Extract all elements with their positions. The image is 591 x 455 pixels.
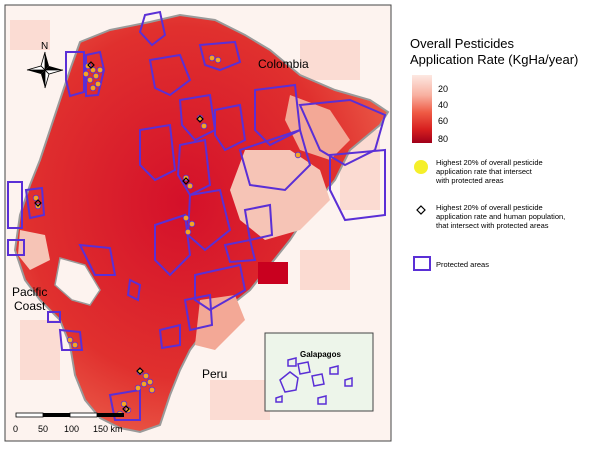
- map-frame: [4, 4, 392, 442]
- legend-item2-line1: Highest 20% of overall pesticide: [436, 203, 543, 212]
- legend-item2-line2: application rate and human population,: [436, 212, 565, 221]
- ramp-tick-40: 40: [438, 100, 448, 110]
- hotspot-diamonds: [34, 61, 204, 413]
- protected-area-box-icon: [413, 256, 431, 271]
- galapagos-inset: Galapagos: [264, 332, 374, 412]
- light-patches: [18, 95, 350, 350]
- coast-label: Coast: [14, 299, 46, 313]
- ramp-tick-60: 60: [438, 116, 448, 126]
- scale-tick-0: 0: [13, 424, 18, 434]
- pacific-label: Pacific: [12, 285, 47, 299]
- legend-item2-line3: that intersect with protected areas: [436, 221, 549, 230]
- legend-item1-line1: Highest 20% of overall pesticide: [436, 158, 543, 167]
- scale-tick-50: 50: [38, 424, 48, 434]
- color-ramp: [412, 75, 432, 143]
- ramp-tick-20: 20: [438, 84, 448, 94]
- scale-bar: 0 50 100 150 km: [13, 412, 124, 434]
- ramp-tick-80: 80: [438, 134, 448, 144]
- map-panel: Galapagos Colombia Peru Pacific Coast N …: [5, 5, 391, 441]
- diamond-icon: [416, 205, 426, 215]
- galapagos-label: Galapagos: [300, 350, 341, 359]
- legend-item3-line1: Protected areas: [436, 260, 489, 269]
- scale-tick-150: 150 km: [93, 424, 123, 434]
- north-label: N: [41, 41, 48, 52]
- legend-title-line1: Overall Pesticides: [410, 36, 515, 51]
- legend-title-line2: Application Rate (KgHa/year): [410, 52, 578, 67]
- protected-areas: [7, 10, 387, 421]
- background-patches: [10, 20, 380, 420]
- scale-tick-100: 100: [64, 424, 79, 434]
- legend-item1-line2: application rate that intersect: [436, 167, 533, 176]
- legend: Overall Pesticides Application Rate (KgH…: [410, 36, 578, 271]
- north-arrow: N: [26, 41, 64, 89]
- yellow-circle-icon: [414, 160, 428, 174]
- colombia-label: Colombia: [258, 57, 309, 71]
- gulf-coast: [54, 257, 101, 306]
- peru-label: Peru: [202, 367, 227, 381]
- legend-item1-line3: with protected areas: [435, 176, 504, 185]
